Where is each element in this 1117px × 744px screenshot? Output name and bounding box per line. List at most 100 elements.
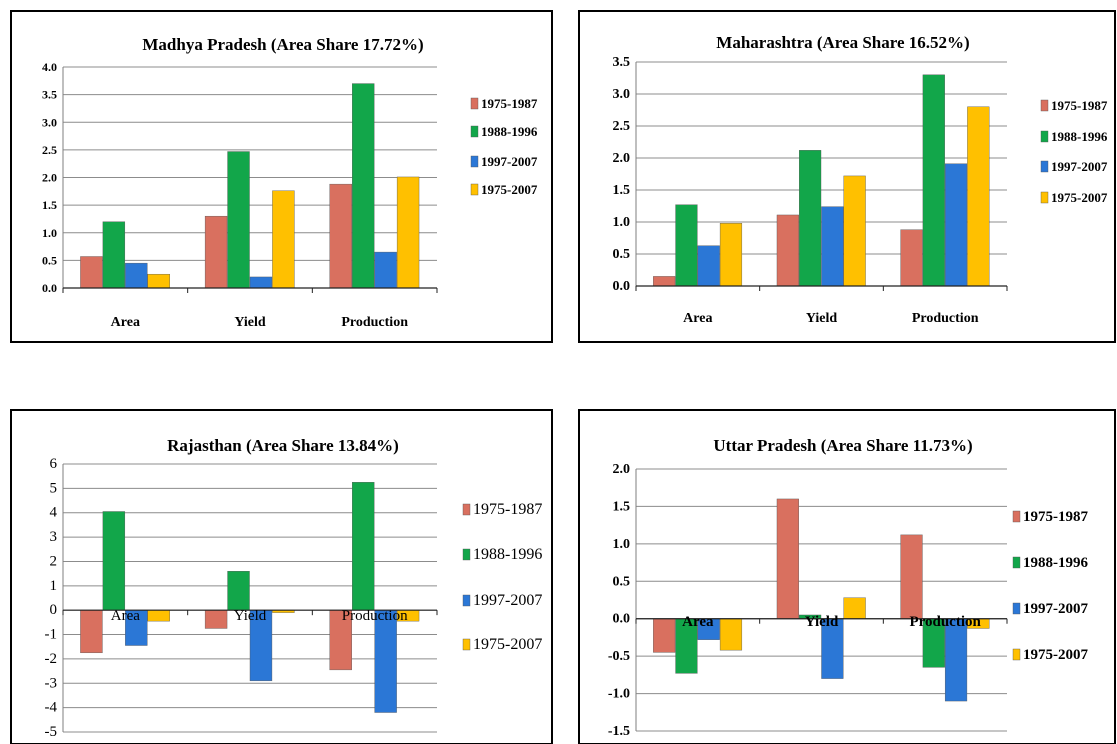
y-tick-label: -0.5 (608, 649, 630, 664)
y-tick-label: -1 (45, 627, 58, 643)
plot-area: 2.0 1.5 1.0 0.5 0.0 -0.5 -1.0 -1.5 Area Yield Prod… (608, 462, 1008, 739)
category-label-yield: Yield (234, 315, 266, 330)
legend-swatch (1040, 130, 1049, 143)
bar-1975-1987-Production (329, 183, 352, 289)
y-tick-label: 6 (50, 456, 58, 472)
y-tick-label: 2.0 (613, 462, 631, 477)
legend-swatch (1012, 556, 1021, 569)
y-tick-label: -1.5 (608, 724, 630, 739)
legend-label: 1988-1996 (473, 546, 542, 563)
legend-label: 1975-2007 (1023, 647, 1088, 663)
y-tick-label: -5 (45, 724, 58, 740)
bar-1997-2007-Area (697, 245, 720, 287)
bar-1975-2007-Area (719, 223, 743, 287)
y-tick-label: -1.0 (608, 687, 630, 702)
y-tick-label: 2 (50, 553, 58, 569)
bar-1975-1987-Area (80, 609, 103, 654)
legend: 1975-1987 1988-1996 1997-2007 1975-2007 (462, 501, 542, 653)
bar-1975-1987-Area (653, 276, 676, 287)
legend-label: 1975-2007 (1051, 190, 1108, 205)
category-label-yield: Yield (234, 608, 267, 624)
legend-label: 1975-1987 (1051, 98, 1108, 113)
chart-title: Maharashtra (Area Share 16.52%) (716, 33, 969, 52)
category-label-production: Production (342, 608, 408, 624)
legend-swatch (1012, 602, 1021, 615)
plot-area: 4.0 3.5 3.0 2.5 2.0 1.5 1.0 0.5 0.0 Area Yield Prod… (42, 60, 438, 330)
legend-swatch (470, 125, 479, 138)
bar-1975-2007-Area (147, 273, 170, 289)
bar-1975-1987-Production (900, 534, 923, 619)
y-tick-label: 0.5 (42, 253, 57, 267)
category-label-area: Area (111, 608, 140, 624)
bar-1975-1987-Yield (204, 215, 228, 289)
legend-label: 1975-1987 (1023, 509, 1088, 525)
bar-1997-2007-Production (374, 251, 397, 289)
y-tick-label: 0.0 (42, 281, 57, 295)
bar-1997-2007-Production (944, 618, 968, 702)
y-tick-label: 3.0 (613, 87, 631, 102)
y-tick-label: 0.0 (613, 612, 631, 627)
legend-swatch (1040, 99, 1049, 112)
legend-label: 1988-1996 (1023, 555, 1088, 571)
legend-swatch (462, 638, 471, 651)
chart-panel-maharashtra: Maharashtra (Area Share 16.52%) 3.5 3.0 2.… (578, 10, 1116, 343)
bar-1975-2007-Area (719, 618, 743, 651)
bar-1975-2007-Yield (272, 190, 295, 289)
bar-1975-2007-Production (967, 106, 990, 287)
legend-label: 1997-2007 (1051, 159, 1108, 174)
plot-area: 3.5 3.0 2.5 2.0 1.5 1.0 0.5 0.0 Area Yield Product… (613, 55, 1008, 326)
category-label-production: Production (912, 311, 979, 326)
bar-1975-1987-Yield (776, 214, 799, 287)
y-tick-label: 2.0 (613, 151, 631, 166)
y-tick-label: 0 (50, 602, 58, 618)
legend-swatch (1040, 160, 1049, 173)
bar-1988-1996-Production (352, 482, 375, 611)
bar-1997-2007-Yield (249, 276, 273, 289)
legend-label: 1997-2007 (473, 592, 542, 609)
legend-label: 1975-2007 (473, 636, 542, 653)
legend-swatch (470, 97, 479, 110)
y-tick-label: 0.5 (613, 247, 631, 262)
y-tick-label: 2.5 (613, 119, 631, 134)
legend-label: 1997-2007 (481, 154, 538, 169)
y-tick-label: -2 (45, 651, 58, 667)
legend-swatch (462, 548, 471, 561)
bar-1988-1996-Yield (227, 571, 250, 611)
bar-1975-2007-Production (396, 176, 420, 289)
bar-1988-1996-Yield (227, 151, 250, 289)
bar-1988-1996-Area (102, 511, 126, 611)
y-tick-label: 1.5 (613, 499, 631, 514)
legend: 1975-1987 1988-1996 1997-2007 1975-2007 (1012, 509, 1088, 663)
bar-1975-2007-Yield (843, 175, 866, 287)
legend-label: 1988-1996 (1051, 129, 1108, 144)
bar-1988-1996-Production (922, 74, 945, 287)
legend-swatch (1040, 191, 1049, 204)
chart-panel-madhya-pradesh: Madhya Pradesh (Area Share 17.72%) 4.0 3.… (10, 10, 553, 343)
bar-1988-1996-Production (352, 83, 375, 289)
y-tick-label: 5 (50, 480, 58, 496)
y-tick-label: 3.5 (42, 88, 57, 102)
bar-1975-1987-Yield (776, 498, 799, 619)
chart-panel-rajasthan: Rajasthan (Area Share 13.84%) 6 5 4 3 2 1 0 -1 -… (10, 409, 553, 744)
y-tick-label: 1.5 (42, 198, 57, 212)
y-tick-label: 1.0 (613, 537, 631, 552)
y-tick-label: 4 (50, 505, 58, 521)
bar-1997-2007-Yield (821, 206, 844, 287)
y-tick-label: 0.0 (613, 279, 631, 294)
y-tick-label: 3.5 (613, 55, 631, 70)
y-tick-label: 4.0 (42, 60, 57, 74)
y-tick-label: 0.5 (613, 574, 631, 589)
legend-label: 1975-2007 (481, 182, 538, 197)
legend-swatch (1012, 648, 1021, 661)
legend-label: 1975-1987 (473, 501, 542, 518)
y-tick-label: 1.0 (613, 215, 631, 230)
chart-title: Uttar Pradesh (Area Share 11.73%) (713, 436, 972, 455)
bar-1988-1996-Area (102, 221, 126, 289)
category-label-production: Production (909, 614, 981, 630)
y-tick-label: 1.5 (613, 183, 631, 198)
bar-1997-2007-Production (374, 609, 397, 713)
legend: 1975-1987 1988-1996 1997-2007 1975-2007 (1040, 98, 1108, 205)
chart-title: Rajasthan (Area Share 13.84%) (167, 436, 399, 455)
chart-panel-uttar-pradesh: Uttar Pradesh (Area Share 11.73%) 2.0 1.5… (578, 409, 1116, 744)
